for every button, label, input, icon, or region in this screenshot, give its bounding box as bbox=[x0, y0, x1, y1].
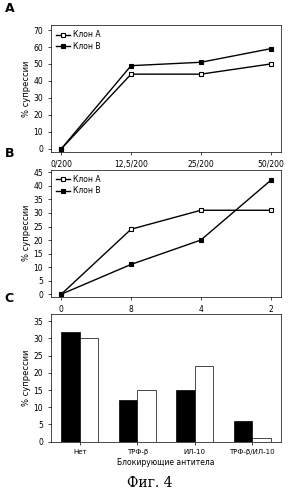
Text: A: A bbox=[5, 2, 14, 15]
Клон В bbox=[129, 261, 133, 267]
Line: Клон В: Клон В bbox=[59, 46, 273, 151]
Bar bbox=[61, 331, 80, 442]
Клон В bbox=[60, 146, 63, 152]
Клон В bbox=[199, 237, 203, 243]
Клон А bbox=[60, 146, 63, 152]
Line: Клон В: Клон В bbox=[59, 178, 273, 296]
Клон А bbox=[269, 207, 272, 213]
Legend: Клон А, Клон В: Клон А, Клон В bbox=[55, 29, 102, 52]
Клон В bbox=[269, 178, 272, 184]
Bar bbox=[137, 390, 155, 442]
Клон А bbox=[199, 71, 203, 77]
X-axis label: Отношение Tr1/CD4+ Т-клеток: Отношение Tr1/CD4+ Т-клеток bbox=[104, 172, 228, 181]
Клон А bbox=[129, 71, 133, 77]
Line: Клон А: Клон А bbox=[59, 208, 273, 296]
Bar bbox=[234, 421, 252, 442]
X-axis label: Блокирующие антитела: Блокирующие антитела bbox=[117, 458, 215, 467]
Клон А bbox=[199, 207, 203, 213]
Bar bbox=[252, 438, 271, 442]
Text: B: B bbox=[5, 147, 14, 160]
Bar bbox=[119, 400, 137, 442]
Y-axis label: % супрессии: % супрессии bbox=[22, 205, 31, 261]
Клон А bbox=[129, 226, 133, 232]
Клон А bbox=[60, 291, 63, 297]
X-axis label: Фактор разбавления надосадочной жидкости: Фактор разбавления надосадочной жидкости bbox=[72, 316, 260, 325]
Клон В bbox=[199, 59, 203, 65]
Клон В bbox=[269, 46, 272, 52]
Bar bbox=[80, 338, 98, 442]
Bar bbox=[195, 366, 213, 442]
Клон А bbox=[269, 61, 272, 67]
Клон В bbox=[129, 63, 133, 69]
Line: Клон А: Клон А bbox=[59, 61, 273, 151]
Text: Фиг. 4: Фиг. 4 bbox=[127, 476, 172, 490]
Y-axis label: % супрессии: % супрессии bbox=[22, 60, 31, 117]
Клон В bbox=[60, 291, 63, 297]
Text: C: C bbox=[5, 291, 14, 305]
Bar bbox=[176, 390, 195, 442]
Y-axis label: % супрессии: % супрессии bbox=[22, 350, 31, 406]
Legend: Клон А, Клон В: Клон А, Клон В bbox=[55, 174, 102, 197]
